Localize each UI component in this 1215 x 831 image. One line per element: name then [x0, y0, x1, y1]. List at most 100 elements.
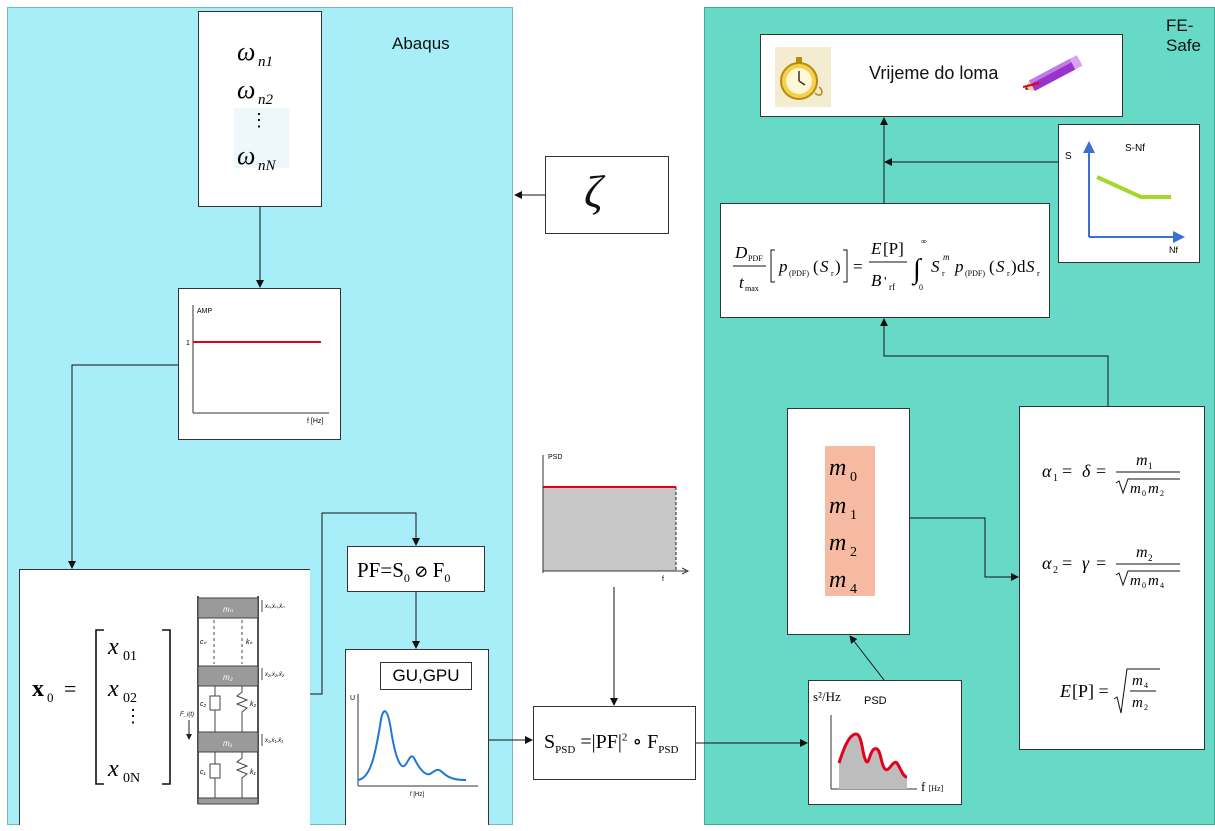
svg-text:B: B: [871, 271, 882, 290]
fesafe-label: FE-Safe: [1166, 16, 1201, 55]
svg-text:=: =: [64, 676, 76, 701]
gu-gpu-label: GU,GPU: [380, 662, 472, 690]
gu-gpu-box: GU,GPU U f [Hz]: [345, 649, 489, 825]
svg-text:0: 0: [1142, 581, 1146, 590]
svg-text:α: α: [1042, 553, 1052, 573]
svg-text:1: 1: [1053, 473, 1058, 484]
response-psd-area: [839, 733, 907, 789]
sn-curve-chart: S-Nf S Nf: [1065, 141, 1185, 255]
input-psd-chart-box: PSD f: [534, 447, 692, 587]
svg-text:c₁: c₁: [200, 769, 207, 776]
svg-text:m: m: [829, 567, 846, 593]
svg-text:=: =: [1062, 553, 1072, 573]
frf-chart: U f [Hz]: [350, 694, 478, 798]
svg-text:02: 02: [123, 691, 137, 706]
svg-text:[P]: [P]: [883, 239, 904, 258]
svg-text:max: max: [745, 284, 759, 293]
svg-text:d: d: [1017, 257, 1026, 276]
svg-text:m: m: [829, 493, 846, 519]
svg-text:m: m: [1132, 695, 1143, 711]
svg-text:m: m: [1136, 544, 1148, 561]
svg-text:m: m: [829, 455, 846, 481]
pencil-icon: [1022, 55, 1083, 92]
svg-text:m: m: [829, 530, 846, 556]
natural-frequencies-list: ω n1 ω n2 ⋮ ω nN: [234, 37, 289, 174]
svg-text:mₙ: mₙ: [223, 605, 234, 614]
response-psd-title: PSD: [864, 695, 887, 707]
moments-highlight: [825, 446, 875, 596]
svg-text:=: =: [1096, 461, 1106, 481]
svg-text:x: x: [107, 634, 119, 660]
svg-text:0N: 0N: [123, 771, 140, 786]
svg-text:(: (: [813, 257, 819, 276]
svg-text:PDF: PDF: [748, 254, 763, 263]
svg-text:x: x: [107, 676, 119, 702]
svg-text:x₂,ẋ₂,ẍ₂: x₂,ẋ₂,ẍ₂: [264, 672, 285, 678]
svg-text:ω: ω: [237, 141, 255, 170]
svg-text:E: E: [870, 239, 882, 258]
svg-text:α: α: [1042, 461, 1052, 481]
amp-chart: AMP 1 f [Hz]: [186, 305, 329, 425]
svg-text:2: 2: [1148, 553, 1153, 563]
spsd-formula-box: SPSD =|PF|2 ∘ FPSD: [533, 706, 696, 780]
svg-text:1: 1: [850, 508, 857, 523]
response-psd-box: s²/Hz PSD f [Hz]: [808, 680, 962, 805]
svg-text:S: S: [996, 257, 1005, 276]
input-psd-ylabel: PSD: [548, 454, 562, 461]
svg-text:=: =: [1062, 461, 1072, 481]
svg-text:1: 1: [1148, 461, 1153, 471]
damping-box: ζ: [545, 156, 669, 234]
svg-text:⋮: ⋮: [250, 110, 268, 130]
svg-text:(PDF): (PDF): [789, 269, 809, 278]
svg-text:): ): [835, 257, 841, 276]
svg-text:rf: rf: [889, 282, 895, 292]
svg-text:⋮: ⋮: [124, 706, 142, 726]
sn-xlabel: Nf: [1169, 245, 1178, 255]
amp-ylabel: AMP: [197, 308, 213, 315]
system-box: x 0 = x 01 x 02 ⋮ x 0N mₙ m₂ m₁ cₙ kₙ c₂ k₂: [19, 569, 310, 825]
initial-vector: x 0 = x 01 x 02 ⋮ x 0N: [32, 629, 171, 786]
svg-text:t: t: [739, 273, 745, 292]
svg-text:ω: ω: [237, 37, 255, 66]
svg-text:x₁,ẋ₁,ẍ₁: x₁,ẋ₁,ẍ₁: [264, 738, 283, 744]
svg-text:k₁: k₁: [250, 769, 257, 776]
svg-text:S: S: [1026, 257, 1035, 276]
svg-text:=: =: [1096, 553, 1106, 573]
svg-text:c₂: c₂: [200, 701, 207, 708]
time-to-failure-box: Vrijeme do loma: [760, 34, 1123, 117]
svg-text:m: m: [1148, 481, 1159, 497]
svg-text:S: S: [820, 257, 829, 276]
svg-text:k₂: k₂: [250, 701, 257, 708]
svg-text:(: (: [989, 257, 995, 276]
svg-text:kₙ: kₙ: [246, 639, 253, 646]
svg-text:4: 4: [850, 582, 857, 597]
svg-text:0: 0: [47, 690, 54, 705]
svg-text:γ: γ: [1082, 553, 1090, 573]
time-to-failure-label: Vrijeme do loma: [869, 63, 999, 83]
svg-text:m₂: m₂: [223, 673, 233, 682]
svg-text:r: r: [1007, 269, 1010, 278]
svg-text:4: 4: [1144, 681, 1148, 690]
sn-curve-box: S-Nf S Nf: [1058, 124, 1200, 263]
svg-text:x: x: [32, 676, 44, 702]
svg-text:2: 2: [850, 545, 857, 560]
svg-text:=: =: [853, 257, 863, 276]
svg-text:0: 0: [1142, 489, 1146, 498]
natural-frequencies-box: ω n1 ω n2 ⋮ ω nN: [198, 11, 322, 207]
svg-text:01: 01: [123, 649, 137, 664]
svg-text:δ: δ: [1082, 461, 1091, 481]
svg-text:p: p: [954, 257, 964, 276]
sn-title: S-Nf: [1125, 143, 1145, 154]
svg-text:n1: n1: [258, 54, 273, 70]
response-psd-ylabel: s²/Hz: [813, 689, 841, 704]
frf-curve: [357, 710, 467, 781]
svg-text:x: x: [107, 756, 119, 782]
svg-text:2: 2: [1144, 703, 1148, 712]
input-psd-chart: PSD f: [542, 454, 690, 583]
svg-text:): ): [1011, 257, 1017, 276]
svg-text:r: r: [1037, 269, 1040, 278]
svg-text:4: 4: [1160, 581, 1164, 590]
